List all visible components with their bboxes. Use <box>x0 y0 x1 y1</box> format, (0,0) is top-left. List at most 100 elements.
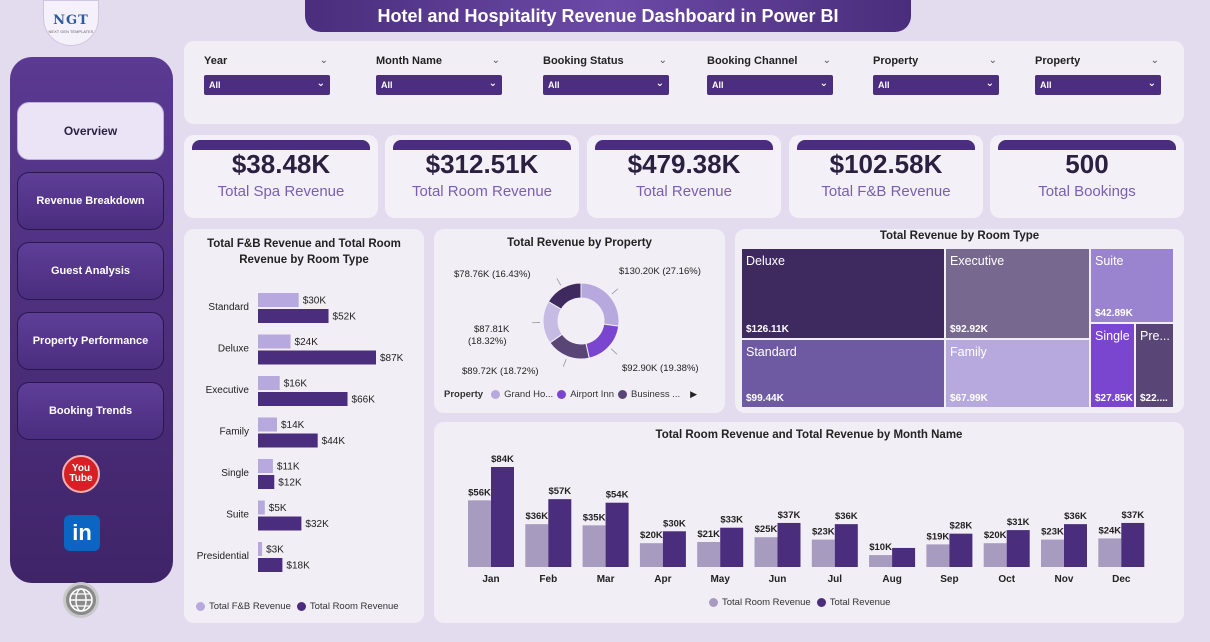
treemap-value: $99.44K <box>746 393 785 404</box>
youtube-icon-top: You <box>71 463 91 474</box>
month-label: Nov <box>1055 574 1074 585</box>
room-type-treemap: Total Revenue by Room Type Deluxe $126.11… <box>735 229 1184 413</box>
slice-label: $87.81K (18.32%) <box>468 324 510 347</box>
ngt-logo: NGT NEXT GEN TEMPLATES <box>43 0 99 46</box>
column-label: $21K <box>697 529 720 540</box>
filter-booking-channel[interactable]: Booking Channel ⌄ All ⌄ <box>707 55 833 95</box>
column-label: $20K <box>640 530 663 541</box>
column-bar <box>468 500 491 567</box>
filter-year[interactable]: Year ⌄ All ⌄ <box>204 55 330 95</box>
nav-overview-button[interactable]: Overview <box>17 102 164 160</box>
chevron-down-icon: ⌄ <box>1147 78 1156 89</box>
bar <box>258 350 376 365</box>
chevron-down-icon: ⌄ <box>985 78 994 89</box>
treemap-label: Suite <box>1095 254 1124 268</box>
column-bar <box>754 537 778 567</box>
filter-value: All <box>878 80 890 90</box>
filter-value: All <box>209 80 221 90</box>
column-bar <box>1098 538 1122 567</box>
column-label: $25K <box>755 524 778 535</box>
nav-revenue-breakdown-button[interactable]: Revenue Breakdown <box>17 172 164 230</box>
kpi-total-bookings: 500 Total Bookings <box>990 135 1184 218</box>
chevron-down-icon[interactable]: ⌄ <box>822 55 831 66</box>
linkedin-icon[interactable]: in <box>64 515 100 551</box>
data-label: $3K <box>266 545 284 556</box>
filter-property[interactable]: Property ⌄ All ⌄ <box>873 55 999 95</box>
filter-select[interactable]: All ⌄ <box>204 75 330 95</box>
legend-dot <box>196 602 205 611</box>
kpi-spa-revenue: $38.48K Total Spa Revenue <box>184 135 378 218</box>
filter-select[interactable]: All ⌄ <box>543 75 669 95</box>
bar <box>258 516 302 531</box>
treemap-value: $126.11K <box>746 324 790 335</box>
chevron-down-icon[interactable]: ⌄ <box>319 55 328 66</box>
chevron-down-icon[interactable]: ⌄ <box>988 55 997 66</box>
treemap-cell <box>1136 324 1173 407</box>
bar <box>258 542 263 556</box>
filter-select[interactable]: All ⌄ <box>376 75 502 95</box>
kpi-total-revenue: $479.38K Total Revenue <box>587 135 781 218</box>
column-label: $20K <box>984 530 1007 541</box>
category-label: Executive <box>206 385 250 396</box>
filter-label: Property <box>1035 55 1081 67</box>
column-label: $19K <box>927 531 950 542</box>
column-label: $84K <box>491 454 514 465</box>
chart-title: Total Revenue by Property <box>507 237 652 249</box>
pie-slice <box>580 282 620 327</box>
filter-select[interactable]: All ⌄ <box>873 75 999 95</box>
bar <box>258 417 277 432</box>
column-bar <box>811 539 835 567</box>
youtube-icon[interactable]: You Tube <box>62 455 100 493</box>
kpi-label: Total Revenue <box>636 183 732 200</box>
legend-label: Airport Inn <box>570 389 615 400</box>
treemap-value: $22.... <box>1140 393 1168 404</box>
filter-label: Month Name <box>376 55 442 67</box>
chart-title: Total Revenue by Room Type <box>879 230 1040 242</box>
data-label: $16K <box>284 379 308 390</box>
filter-label: Booking Status <box>543 55 624 67</box>
filter-month-name[interactable]: Month Name ⌄ All ⌄ <box>376 55 502 95</box>
column-label: $35K <box>583 512 606 523</box>
legend-dot <box>557 390 567 399</box>
chevron-down-icon: ⌄ <box>655 78 664 89</box>
legend-title: Property <box>444 389 484 400</box>
month-label: Dec <box>1112 574 1131 585</box>
treemap-cell <box>742 249 944 338</box>
column-bar <box>1006 530 1030 567</box>
column-bar <box>892 547 916 567</box>
globe-icon[interactable] <box>63 582 99 618</box>
chevron-down-icon[interactable]: ⌄ <box>658 55 667 66</box>
filter-booking-status[interactable]: Booking Status ⌄ All ⌄ <box>543 55 669 95</box>
data-label: $18K <box>286 561 310 572</box>
column-label: $36K <box>1064 511 1087 522</box>
column-bar <box>582 525 606 567</box>
filter-select[interactable]: All ⌄ <box>707 75 833 95</box>
sidebar: Overview Revenue Breakdown Guest Analysi… <box>10 57 173 583</box>
hbar-legend: Total F&B Revenue Total Room Revenue <box>196 601 399 612</box>
nav-property-performance-button[interactable]: Property Performance <box>17 312 164 370</box>
treemap-value: $27.85K <box>1095 393 1134 404</box>
column-label: $54K <box>606 490 629 501</box>
filter-property-2[interactable]: Property ⌄ All ⌄ <box>1035 55 1161 95</box>
kpi-value: $312.51K <box>425 149 539 179</box>
chevron-down-icon[interactable]: ⌄ <box>491 55 500 66</box>
slice-label: $89.72K (18.72%) <box>462 366 539 377</box>
treemap-cell <box>946 249 1089 338</box>
nav-booking-trends-button[interactable]: Booking Trends <box>17 382 164 440</box>
data-label: $5K <box>269 503 287 514</box>
leader-line <box>562 359 567 367</box>
kpi-topbar <box>192 140 370 150</box>
column-bar <box>949 533 973 567</box>
logo-tagline: NEXT GEN TEMPLATES <box>48 28 94 34</box>
chevron-down-icon[interactable]: ⌄ <box>1150 55 1159 66</box>
bar <box>258 433 318 448</box>
filter-select[interactable]: All ⌄ <box>1035 75 1161 95</box>
month-label: Feb <box>539 574 557 585</box>
column-bar <box>777 522 801 567</box>
legend-next-icon[interactable]: ▶ <box>690 389 698 399</box>
treemap-label: Family <box>950 345 988 359</box>
logo-mark: NGT <box>53 12 89 28</box>
column-legend: Total Room Revenue Total Revenue <box>709 597 890 608</box>
nav-guest-analysis-button[interactable]: Guest Analysis <box>17 242 164 300</box>
filter-label: Year <box>204 55 228 67</box>
